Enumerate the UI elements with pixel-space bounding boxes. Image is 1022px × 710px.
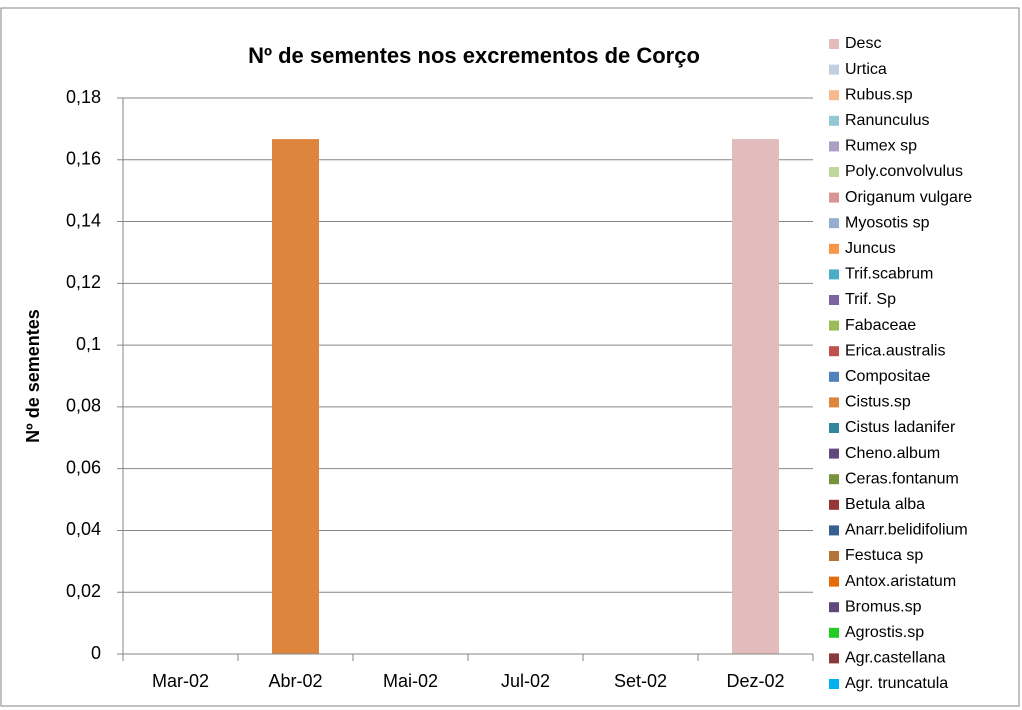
x-tick-label: Jul-02 bbox=[501, 671, 550, 691]
legend-swatch bbox=[829, 423, 839, 433]
legend-label: Erica.australis bbox=[845, 342, 945, 359]
legend-label: Desc bbox=[845, 35, 881, 52]
legend-swatch bbox=[829, 192, 839, 203]
legend-label: Rumex sp bbox=[845, 138, 917, 155]
legend-swatch bbox=[829, 448, 839, 459]
legend-swatch bbox=[829, 679, 839, 689]
legend-swatch bbox=[829, 499, 839, 510]
legend-label: Trif. Sp bbox=[845, 291, 896, 308]
legend-label: Poly.convolvulus bbox=[845, 163, 963, 180]
legend-swatch bbox=[829, 627, 839, 638]
x-tick-label: Set-02 bbox=[614, 671, 667, 691]
y-tick-label: 0,14 bbox=[66, 210, 101, 230]
legend-label: Cheno.album bbox=[845, 445, 940, 462]
legend-label: Juncus bbox=[845, 240, 896, 257]
legend-label: Myosotis sp bbox=[845, 214, 930, 231]
legend-label: Cistus.sp bbox=[845, 394, 911, 411]
legend-swatch bbox=[829, 320, 839, 331]
legend-swatch bbox=[829, 525, 839, 536]
legend-swatch bbox=[829, 64, 839, 75]
legend-swatch bbox=[829, 218, 839, 229]
legend-label: Urtica bbox=[845, 61, 887, 78]
y-tick-label: 0,02 bbox=[66, 581, 101, 601]
x-tick-label: Abr-02 bbox=[268, 671, 322, 691]
legend-swatch bbox=[829, 295, 839, 305]
legend-swatch bbox=[829, 90, 839, 101]
legend-label: Compositae bbox=[845, 368, 930, 385]
legend-label: Bromus.sp bbox=[845, 598, 922, 615]
legend-label: Agr. truncatula bbox=[845, 675, 948, 692]
chart-frame bbox=[0, 7, 1020, 707]
legend-swatch bbox=[829, 141, 839, 152]
legend-swatch bbox=[829, 371, 839, 382]
y-tick-label: 0,04 bbox=[66, 519, 101, 539]
legend-label: Agr.castellana bbox=[845, 650, 946, 667]
y-tick-label: 0,08 bbox=[66, 396, 101, 416]
legend-swatch bbox=[829, 551, 839, 561]
legend-label: Trif.scabrum bbox=[845, 266, 933, 283]
legend-swatch bbox=[829, 269, 839, 280]
y-tick-label: 0 bbox=[91, 643, 101, 663]
bar-segment bbox=[732, 139, 779, 655]
legend-swatch bbox=[829, 653, 839, 664]
legend-swatch bbox=[829, 576, 839, 587]
bar-segment bbox=[272, 139, 319, 655]
y-tick-label: 0,12 bbox=[66, 272, 101, 292]
legend-swatch bbox=[829, 243, 839, 254]
y-tick-label: 0,1 bbox=[76, 334, 101, 354]
x-tick-label: Mar-02 bbox=[152, 671, 209, 691]
legend-label: Fabaceae bbox=[845, 317, 916, 334]
legend-swatch bbox=[829, 115, 839, 126]
legend-label: Anarr.belidifolium bbox=[845, 522, 968, 539]
legend-swatch bbox=[829, 346, 839, 357]
x-tick-label: Mai-02 bbox=[383, 671, 438, 691]
legend-label: Antox.aristatum bbox=[845, 573, 956, 590]
y-tick-label: 0,06 bbox=[66, 457, 101, 477]
legend-swatch bbox=[829, 397, 839, 408]
legend-label: Origanum vulgare bbox=[845, 189, 972, 206]
y-tick-label: 0,18 bbox=[66, 87, 101, 107]
legend-label: Festuca sp bbox=[845, 547, 923, 564]
legend-label: Betula alba bbox=[845, 496, 925, 513]
legend-swatch bbox=[829, 474, 839, 485]
legend-label: Rubus.sp bbox=[845, 86, 913, 103]
legend-label: Cistus ladanifer bbox=[845, 419, 956, 436]
chart-title: Nº de sementes nos excrementos de Corço bbox=[248, 43, 700, 68]
legend-label: Ranunculus bbox=[845, 112, 930, 129]
y-tick-label: 0,16 bbox=[66, 149, 101, 169]
legend-swatch bbox=[829, 39, 839, 49]
legend-swatch bbox=[829, 602, 839, 613]
legend-label: Ceras.fontanum bbox=[845, 470, 959, 487]
y-axis-label: Nº de sementes bbox=[23, 309, 43, 443]
legend-swatch bbox=[829, 167, 839, 177]
x-tick-label: Dez-02 bbox=[726, 671, 784, 691]
legend-label: Agrostis.sp bbox=[845, 624, 924, 641]
